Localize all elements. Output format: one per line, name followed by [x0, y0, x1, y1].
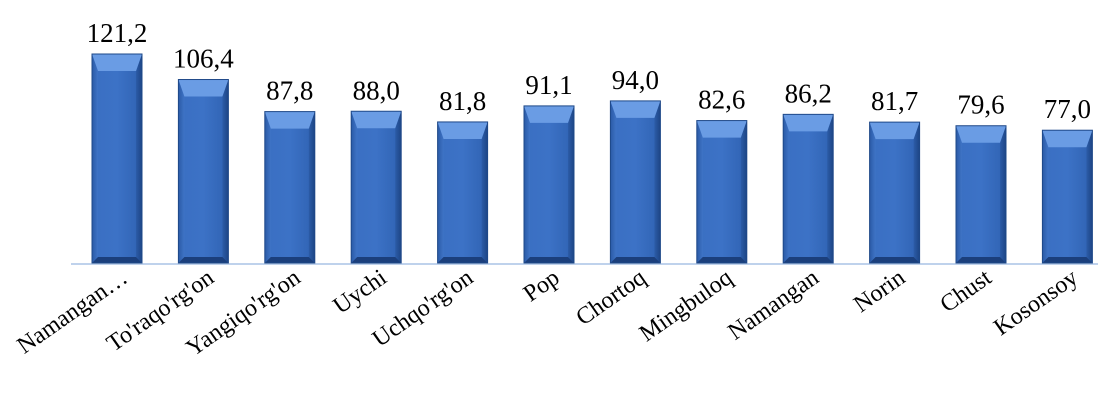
- data-label: 121,2: [87, 18, 148, 48]
- bar: [955, 125, 1007, 264]
- data-label: 94,0: [612, 65, 659, 95]
- value-labels-group: 121,2 106,4 87,8 88,0 81,8 91,1 94,0 82,6 86,2 81…: [87, 18, 1091, 124]
- x-tick-label: Namangan: [724, 265, 824, 346]
- data-label: 87,8: [266, 76, 313, 106]
- bar: [869, 121, 921, 264]
- data-label: 81,7: [871, 86, 918, 116]
- bar: [523, 105, 575, 264]
- x-tick-label: Norin: [849, 265, 910, 318]
- bar: [350, 110, 402, 264]
- data-label: 106,4: [173, 44, 234, 74]
- bar: [1041, 129, 1093, 264]
- bar: [91, 53, 143, 264]
- x-tick-label: Uychi: [329, 264, 392, 319]
- data-label: 91,1: [525, 70, 572, 100]
- data-label: 81,8: [439, 86, 486, 116]
- x-tick-label: Kosonsoy: [989, 265, 1083, 341]
- bar: [177, 79, 229, 264]
- bar: [782, 113, 834, 264]
- x-tick-label: Mingbuloq: [635, 265, 737, 347]
- bar: [696, 120, 748, 264]
- bar: [437, 121, 489, 264]
- data-label: 79,6: [957, 90, 1004, 120]
- bars-group: [91, 53, 1093, 264]
- bar: [609, 100, 661, 264]
- data-label: 82,6: [698, 85, 745, 115]
- x-tick-label: Chust: [936, 264, 997, 318]
- data-label: 86,2: [785, 78, 832, 108]
- bar: [264, 111, 316, 264]
- x-tick-label: Chortoq: [571, 265, 650, 331]
- data-label: 88,0: [353, 75, 400, 105]
- data-label: 77,0: [1044, 94, 1091, 124]
- x-tick-label: Pop: [519, 265, 565, 308]
